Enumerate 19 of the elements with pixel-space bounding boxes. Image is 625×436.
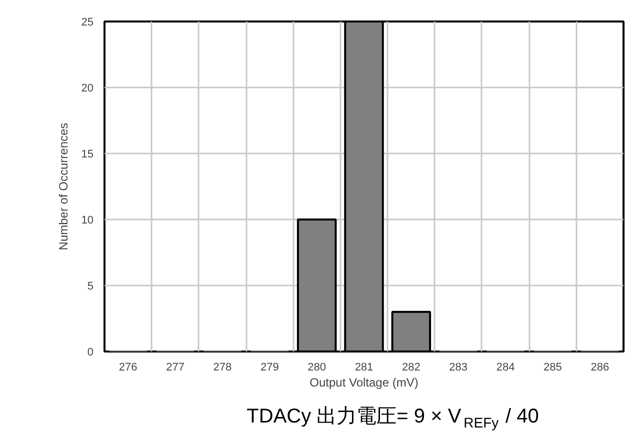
y-tick-label: 20 (81, 82, 94, 94)
y-tick-label: 15 (81, 148, 94, 160)
x-tick-label: 277 (166, 362, 184, 374)
y-tick-label: 5 (87, 280, 94, 292)
y-tick-label: 10 (81, 214, 94, 226)
x-tick-label: 278 (213, 362, 232, 374)
x-tick-label: 286 (590, 362, 610, 374)
x-tick-label: 283 (449, 362, 468, 374)
x-tick-label: 276 (118, 362, 138, 374)
x-tick-label: 281 (354, 362, 374, 374)
x-tick-label: 280 (308, 362, 326, 374)
x-tick-label: 285 (544, 362, 562, 374)
y-axis-title: Number of Occurrences (56, 122, 70, 250)
x-tick-label: 282 (402, 362, 420, 374)
y-tick-label: 25 (81, 16, 94, 28)
x-axis-title: Output Voltage (mV) (310, 376, 418, 390)
y-tick-label: 0 (87, 346, 94, 358)
x-tick-label: 284 (496, 362, 515, 374)
x-tick-label: 279 (260, 362, 279, 374)
